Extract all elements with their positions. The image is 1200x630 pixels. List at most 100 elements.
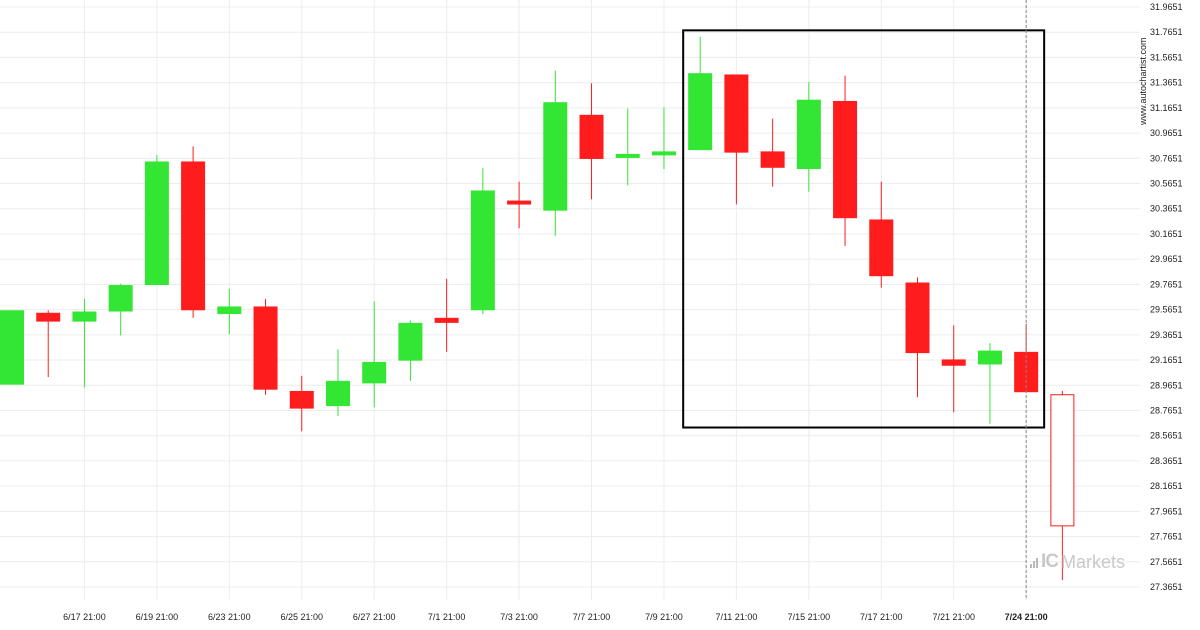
x-tick-label: 7/7 21:00 xyxy=(573,612,611,622)
x-tick-label: 6/17 21:00 xyxy=(63,612,106,622)
candle xyxy=(253,298,278,395)
pattern-highlight-box xyxy=(682,29,1046,429)
y-tick-label: 30.5651 xyxy=(1150,179,1183,189)
y-tick-label: 29.9651 xyxy=(1150,254,1183,264)
candle xyxy=(72,298,97,388)
candle-body xyxy=(507,200,532,205)
brand-ic-text: IC xyxy=(1041,551,1059,572)
watermark-text: www.autochartist.com xyxy=(1138,37,1148,126)
y-tick-label: 29.7651 xyxy=(1150,279,1183,289)
x-tick-label: 6/27 21:00 xyxy=(353,612,396,622)
candle-body xyxy=(869,219,894,277)
candle-body xyxy=(579,114,604,159)
candle xyxy=(0,310,24,385)
candle xyxy=(108,283,133,336)
candle-body xyxy=(796,99,821,170)
candle-body xyxy=(724,74,749,153)
candle xyxy=(434,278,459,352)
y-tick-label: 28.1651 xyxy=(1150,481,1183,491)
candle-body xyxy=(0,310,24,385)
y-tick-label: 29.5651 xyxy=(1150,305,1183,315)
y-tick-label: 27.9651 xyxy=(1150,506,1183,516)
candle xyxy=(1050,390,1075,581)
candle-body xyxy=(362,361,387,384)
candle-body xyxy=(36,312,61,322)
candle xyxy=(869,181,894,288)
x-tick-label: 6/19 21:00 xyxy=(136,612,179,622)
x-tick-label: 7/15 21:00 xyxy=(788,612,831,622)
x-tick-label: 7/3 21:00 xyxy=(500,612,538,622)
x-tick-label: 7/24 21:00 xyxy=(1005,612,1048,622)
x-tick-label: 7/1 21:00 xyxy=(428,612,466,622)
y-tick-label: 29.1651 xyxy=(1150,355,1183,365)
candle xyxy=(217,288,242,335)
y-tick-label: 28.7651 xyxy=(1150,405,1183,415)
brand-logo: IC Markets xyxy=(1030,550,1140,574)
candle xyxy=(796,82,821,192)
x-tick-label: 7/9 21:00 xyxy=(645,612,683,622)
candle xyxy=(760,118,785,187)
y-tick-label: 30.7651 xyxy=(1150,153,1183,163)
candle xyxy=(543,70,568,236)
candle xyxy=(507,181,532,229)
y-tick-label: 30.3651 xyxy=(1150,204,1183,214)
candle-body xyxy=(651,151,676,156)
candle-body xyxy=(977,350,1002,365)
y-tick-label: 28.5651 xyxy=(1150,431,1183,441)
y-tick-label: 28.9651 xyxy=(1150,380,1183,390)
candle-body xyxy=(905,282,930,354)
candle xyxy=(688,36,713,151)
x-tick-label: 7/11 21:00 xyxy=(715,612,757,622)
x-tick-label: 6/25 21:00 xyxy=(280,612,323,622)
candle-body xyxy=(217,306,242,315)
y-tick-label: 27.5651 xyxy=(1150,557,1183,567)
candle xyxy=(36,310,61,378)
candle-body xyxy=(144,161,169,286)
brand-bars-icon xyxy=(1030,556,1038,568)
y-tick-label: 31.9651 xyxy=(1150,2,1183,12)
highlight-rect xyxy=(682,29,1046,429)
candle-body xyxy=(325,380,350,407)
candle-body xyxy=(470,190,495,311)
y-tick-label: 27.7651 xyxy=(1150,532,1183,542)
grid-lines xyxy=(0,6,1140,588)
candle-body xyxy=(941,359,966,366)
candle xyxy=(724,74,749,205)
candle-body xyxy=(181,161,206,311)
candle-body xyxy=(72,311,97,322)
candle-body xyxy=(434,317,459,323)
candle xyxy=(977,343,1002,424)
y-tick-label: 28.3651 xyxy=(1150,456,1183,466)
candle xyxy=(181,146,206,318)
y-tick-label: 30.9651 xyxy=(1150,128,1183,138)
candle xyxy=(651,107,676,170)
candle-body xyxy=(615,153,640,158)
x-tick-label: 6/23 21:00 xyxy=(208,612,251,622)
candle xyxy=(144,155,169,286)
candle xyxy=(941,325,966,413)
candles xyxy=(0,36,1075,581)
candle xyxy=(615,108,640,186)
x-tick-label: 7/17 21:00 xyxy=(860,612,903,622)
candle-body xyxy=(108,285,133,312)
candle-body xyxy=(398,322,423,361)
x-tick-label: 7/21 21:00 xyxy=(932,612,975,622)
candle-body xyxy=(253,306,278,390)
candle xyxy=(362,301,387,408)
x-axis: 6/17 21:00 6/19 21:00 6/23 21:00 6/25 21:00… xyxy=(63,612,1048,622)
y-tick-label: 30.1651 xyxy=(1150,229,1183,239)
y-tick-label: 27.3651 xyxy=(1150,582,1183,592)
brand-name-text: Markets xyxy=(1061,551,1126,572)
y-tick-label: 31.7651 xyxy=(1150,27,1183,37)
candle xyxy=(325,349,350,417)
candle-body xyxy=(760,151,785,168)
candle-body xyxy=(1050,394,1075,527)
candle-body xyxy=(833,100,858,219)
y-tick-label: 31.5651 xyxy=(1150,52,1183,62)
candle-body xyxy=(289,390,314,409)
y-tick-label: 29.3651 xyxy=(1150,330,1183,340)
candle xyxy=(398,320,423,381)
candle xyxy=(833,75,858,246)
candle-body xyxy=(543,102,568,211)
